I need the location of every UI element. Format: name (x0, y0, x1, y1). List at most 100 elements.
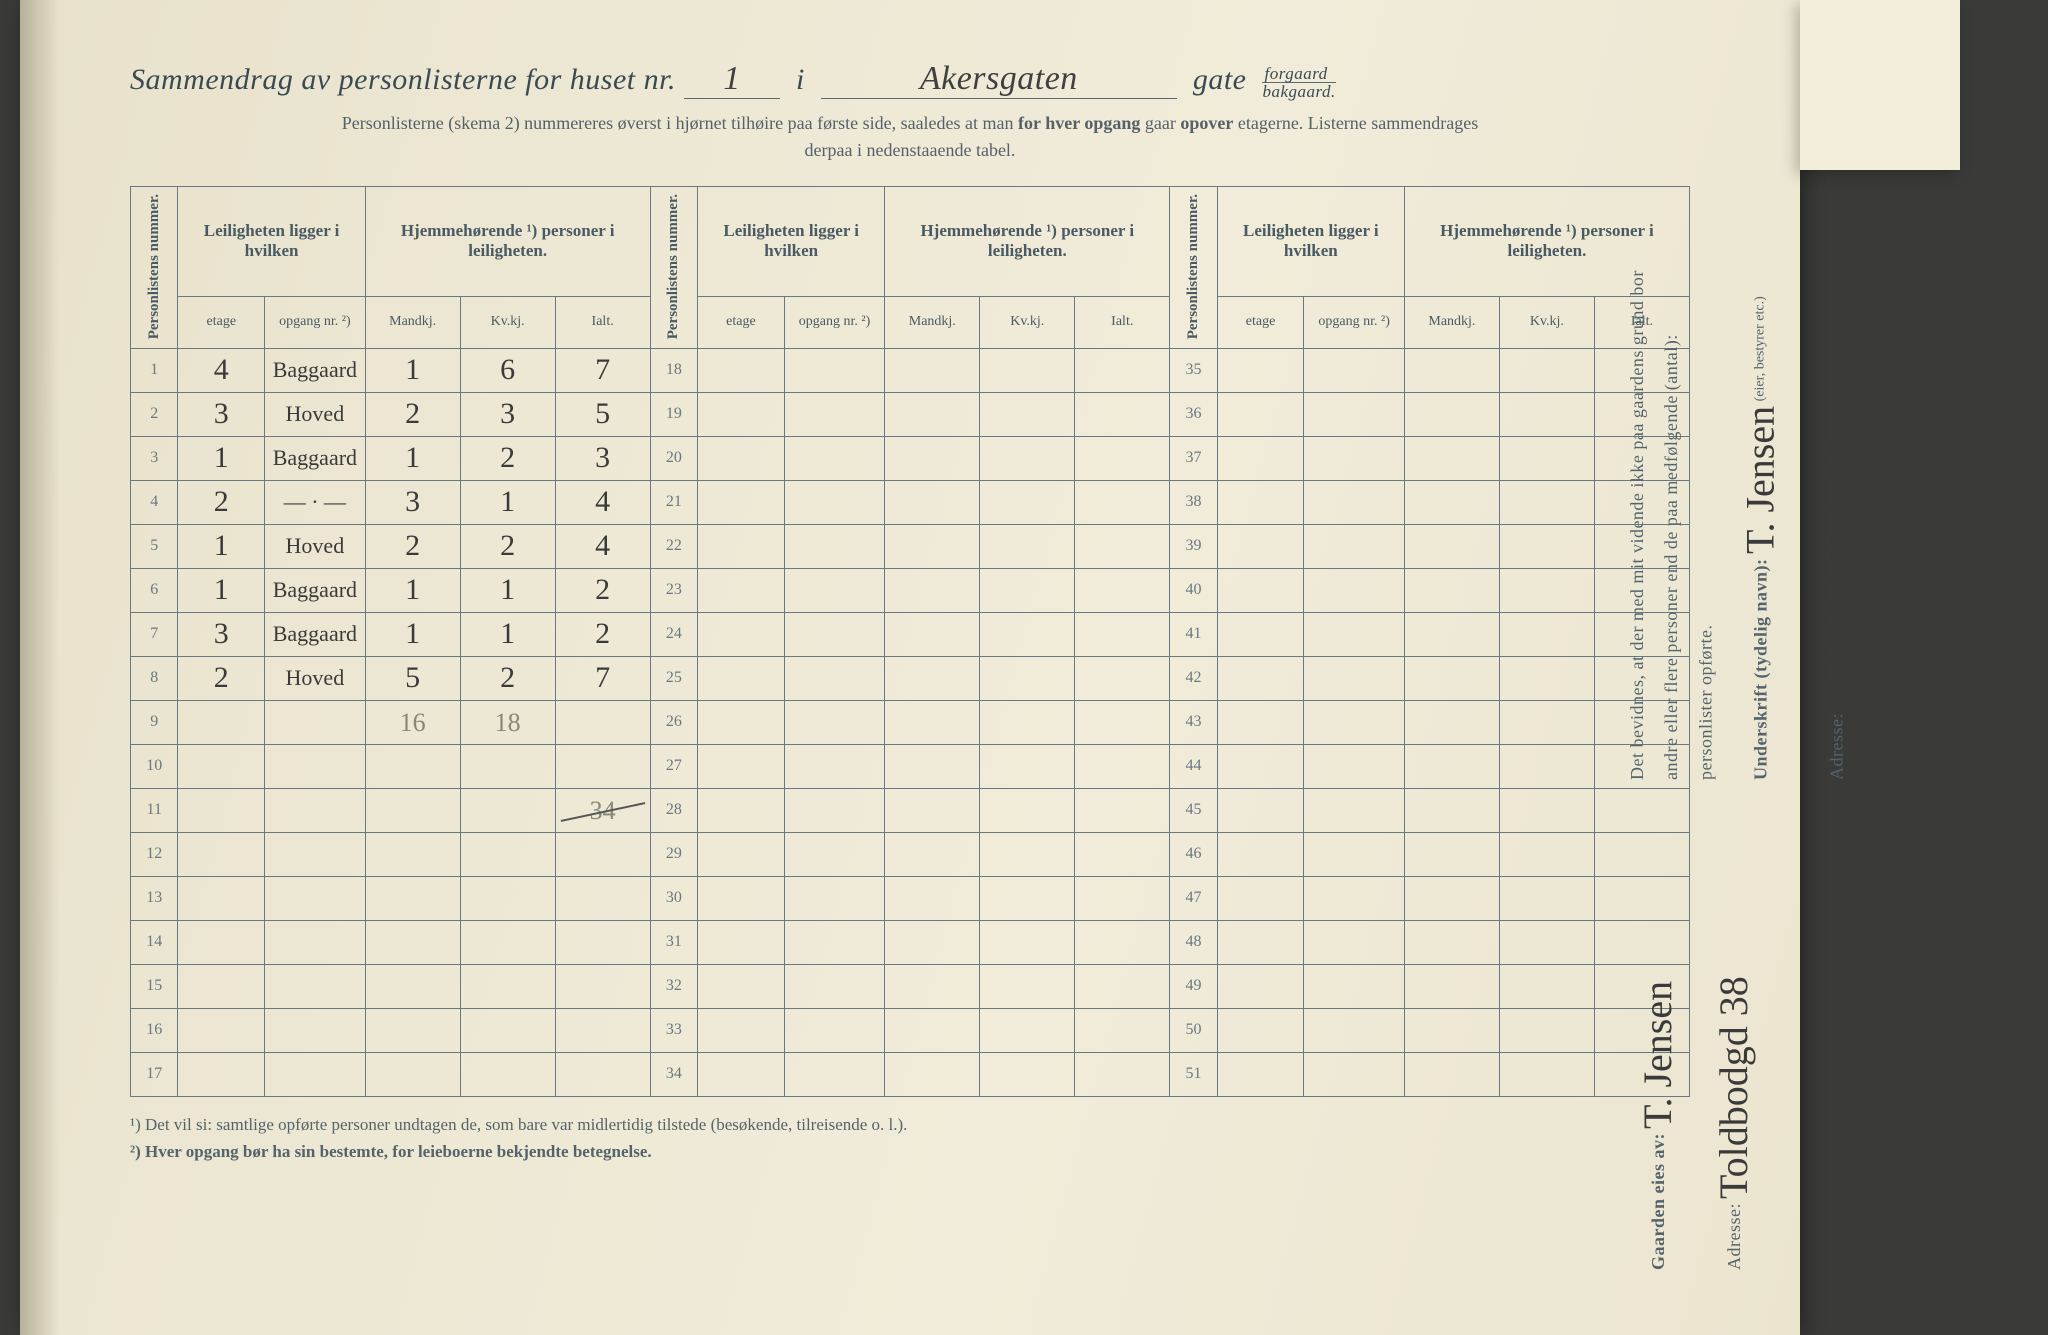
col-leilighet-2: Leiligheten ligger i hvilken (698, 186, 885, 296)
cell-opgang (265, 1008, 366, 1052)
cell-opgang: Baggaard (265, 436, 366, 480)
cell-mandkj (365, 1008, 460, 1052)
row-num: 6 (131, 568, 178, 612)
row-num: 11 (131, 788, 178, 832)
table-row: 143148 (131, 920, 1690, 964)
col-personliste: Personlistens nummer. (131, 186, 178, 348)
row-num-b3: 37 (1170, 436, 1217, 480)
row-num: 1 (131, 348, 178, 392)
table-row: 122946 (131, 832, 1690, 876)
cell-etage (178, 964, 265, 1008)
cell-ialt (555, 876, 650, 920)
row-num: 10 (131, 744, 178, 788)
col-opgang: opgang nr. ²) (265, 296, 366, 348)
table-row: 31Baggaard1232037 (131, 436, 1690, 480)
cell-kvkj: 1 (460, 612, 555, 656)
row-num-b3: 38 (1170, 480, 1217, 524)
row-num: 4 (131, 480, 178, 524)
row-num-b2: 20 (650, 436, 697, 480)
cell-ialt: 4 (555, 480, 650, 524)
cell-opgang: Hoved (265, 392, 366, 436)
table-row: 916182643 (131, 700, 1690, 744)
cell-mandkj: 2 (365, 392, 460, 436)
table-row: 163350 (131, 1008, 1690, 1052)
row-num: 2 (131, 392, 178, 436)
document-page: Sammendrag av personlisterne for huset n… (20, 0, 1800, 1335)
table-row: 11342845 (131, 788, 1690, 832)
row-num: 8 (131, 656, 178, 700)
cell-mandkj: 2 (365, 524, 460, 568)
row-num: 17 (131, 1052, 178, 1096)
cell-mandkj: 3 (365, 480, 460, 524)
cell-etage: 1 (178, 568, 265, 612)
footnote-2: ²) Hver opgang bør ha sin bestemte, for … (130, 1138, 1690, 1165)
row-num: 5 (131, 524, 178, 568)
cell-opgang (265, 832, 366, 876)
col-kvkj: Kv.kj. (460, 296, 555, 348)
cell-opgang (265, 700, 366, 744)
cell-kvkj (460, 832, 555, 876)
row-num-b3: 51 (1170, 1052, 1217, 1096)
row-num-b3: 35 (1170, 348, 1217, 392)
col-personliste-2: Personlistens nummer. (650, 186, 697, 348)
cell-ialt (555, 744, 650, 788)
row-num: 14 (131, 920, 178, 964)
cell-ialt (555, 700, 650, 744)
table-row: 173451 (131, 1052, 1690, 1096)
row-num-b2: 26 (650, 700, 697, 744)
address-upper: Toldbodgaten 38 (1799, 439, 1875, 708)
row-num-b2: 18 (650, 348, 697, 392)
cell-kvkj (460, 876, 555, 920)
table-row: 42— · —3142138 (131, 480, 1690, 524)
cell-kvkj (460, 1008, 555, 1052)
col-etage: etage (178, 296, 265, 348)
cell-opgang (265, 788, 366, 832)
owner-address: Toldbodgd 38 (1696, 976, 1772, 1199)
col-ialt: Ialt. (555, 296, 650, 348)
owner-block: Gaarden eies av: T. Jensen Adresse: Told… (1620, 800, 1772, 1270)
cell-kvkj: 2 (460, 436, 555, 480)
cell-ialt: 7 (555, 348, 650, 392)
cell-kvkj (460, 920, 555, 964)
row-num-b2: 24 (650, 612, 697, 656)
cell-mandkj: 1 (365, 612, 460, 656)
row-num-b3: 44 (1170, 744, 1217, 788)
title-i: i (796, 63, 805, 96)
row-num-b2: 31 (650, 920, 697, 964)
cell-ialt: 2 (555, 568, 650, 612)
cell-mandkj: 1 (365, 568, 460, 612)
row-num: 15 (131, 964, 178, 1008)
cell-kvkj (460, 964, 555, 1008)
cell-opgang (265, 964, 366, 1008)
cell-etage: 1 (178, 436, 265, 480)
col-hjemme-2: Hjemmehørende ¹) personer i leiligheten. (885, 186, 1170, 296)
row-num: 13 (131, 876, 178, 920)
row-num-b2: 22 (650, 524, 697, 568)
cell-mandkj (365, 832, 460, 876)
cell-kvkj (460, 744, 555, 788)
cell-mandkj (365, 964, 460, 1008)
table-row: 61Baggaard1122340 (131, 568, 1690, 612)
row-num: 16 (131, 1008, 178, 1052)
cell-opgang (265, 920, 366, 964)
house-number-field: 1 (684, 60, 780, 99)
cell-opgang: Baggaard (265, 568, 366, 612)
signature-upper: T. Jensen (1723, 406, 1799, 554)
table-row: 14Baggaard1671835 (131, 348, 1690, 392)
cell-etage (178, 1052, 265, 1096)
content-area: Sammendrag av personlisterne for huset n… (130, 60, 1690, 1165)
cell-opgang: Baggaard (265, 348, 366, 392)
row-num: 12 (131, 832, 178, 876)
col-leilighet-3: Leiligheten ligger i hvilken (1217, 186, 1404, 296)
col-personliste-3: Personlistens nummer. (1170, 186, 1217, 348)
table-row: 102744 (131, 744, 1690, 788)
row-num-b2: 32 (650, 964, 697, 1008)
cell-kvkj (460, 788, 555, 832)
col-leilighet: Leiligheten ligger i hvilken (178, 186, 365, 296)
cell-mandkj: 5 (365, 656, 460, 700)
cell-kvkj: 3 (460, 392, 555, 436)
cell-mandkj (365, 1052, 460, 1096)
row-num-b2: 25 (650, 656, 697, 700)
title-gate: gate (1193, 63, 1247, 96)
footnotes: ¹) Det vil si: samtlige opførte personer… (130, 1111, 1690, 1165)
